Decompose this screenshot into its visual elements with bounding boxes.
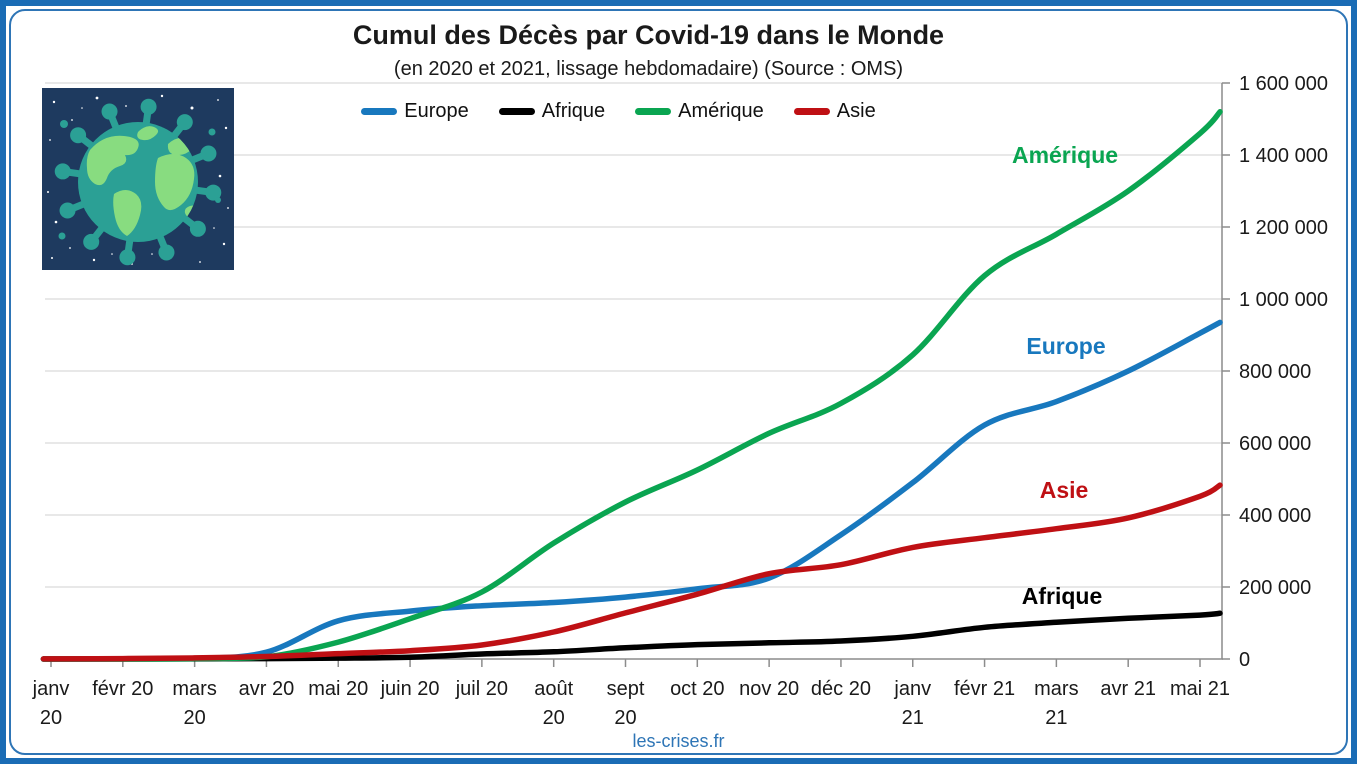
x-tick-label: févr 20 bbox=[92, 678, 153, 700]
y-tick-label: 800 000 bbox=[1239, 361, 1311, 383]
x-tick-label: nov 20 bbox=[739, 678, 799, 700]
series-line-asie bbox=[40, 482, 1223, 662]
series-label-europe: Europe bbox=[1026, 333, 1105, 359]
series-label-asie: Asie bbox=[1040, 477, 1089, 503]
y-tick-label: 1 600 000 bbox=[1239, 73, 1328, 95]
x-tick-label: févr 21 bbox=[954, 678, 1015, 700]
legend-item-afrique: Afrique bbox=[498, 100, 606, 123]
chart-subtitle: (en 2020 et 2021, lissage hebdomadaire) … bbox=[393, 58, 904, 80]
x-tick-label: sept 20 bbox=[607, 678, 645, 729]
legend: Europe Afrique Amérique Asie bbox=[120, 100, 1117, 123]
x-tick-label: août 20 bbox=[534, 678, 573, 729]
x-tick-label: juin 20 bbox=[380, 678, 440, 700]
y-tick-label: 1 200 000 bbox=[1239, 217, 1328, 239]
y-tick-label: 0 bbox=[1239, 649, 1250, 671]
globe bbox=[78, 122, 198, 242]
x-tick-label: déc 20 bbox=[811, 678, 871, 700]
y-tick-label: 1 400 000 bbox=[1239, 145, 1328, 167]
series-label-amérique: Amérique bbox=[1012, 142, 1118, 168]
chart-title: Cumul des Décès par Covid-19 dans le Mon… bbox=[352, 20, 945, 50]
x-tick-label: mai 21 bbox=[1170, 678, 1230, 700]
legend-swatch-afrique bbox=[498, 108, 535, 115]
virus-globe-icon bbox=[42, 88, 234, 270]
legend-label: Afrique bbox=[541, 100, 606, 122]
legend-item-asie: Asie bbox=[793, 100, 876, 123]
x-tick-label: avr 21 bbox=[1100, 678, 1156, 700]
y-tick-label: 1 000 000 bbox=[1239, 289, 1328, 311]
legend-item-europe: Europe bbox=[361, 100, 469, 123]
series-line-afrique bbox=[40, 610, 1223, 662]
legend-swatch-europe bbox=[361, 108, 398, 115]
legend-label: Asie bbox=[836, 100, 876, 122]
x-tick-label: juil 20 bbox=[455, 678, 508, 700]
x-tick-label: mars 20 bbox=[172, 678, 216, 729]
x-tick-label: avr 20 bbox=[239, 678, 295, 700]
watermark-link[interactable]: les-crises.fr bbox=[632, 731, 725, 751]
x-tick-label: mai 20 bbox=[308, 678, 368, 700]
legend-label: Amérique bbox=[678, 100, 764, 122]
series-label-afrique: Afrique bbox=[1022, 583, 1103, 609]
legend-swatch-asie bbox=[793, 108, 830, 115]
x-tick-label: janv 20 bbox=[32, 678, 70, 729]
legend-label: Europe bbox=[404, 100, 469, 122]
x-tick-label: janv 21 bbox=[893, 678, 931, 729]
y-tick-label: 200 000 bbox=[1239, 577, 1311, 599]
x-tick-label: mars 21 bbox=[1034, 678, 1078, 729]
x-tick-label: oct 20 bbox=[670, 678, 724, 700]
legend-item-amérique: Amérique bbox=[635, 100, 764, 123]
legend-swatch-amérique bbox=[635, 108, 672, 115]
y-tick-label: 600 000 bbox=[1239, 433, 1311, 455]
y-tick-label: 400 000 bbox=[1239, 505, 1311, 527]
